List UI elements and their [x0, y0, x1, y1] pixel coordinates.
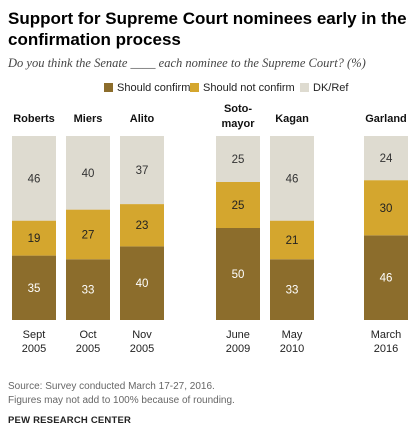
value-label-1-2: 40 [82, 168, 95, 180]
bar-segment-0-0 [12, 255, 56, 320]
value-label-1-1: 27 [82, 229, 95, 241]
bar-segment-1-0 [66, 259, 110, 320]
date-label-5-0: March [371, 329, 402, 341]
bar-segment-5-2 [364, 136, 408, 181]
nominee-label-3-1: mayor [221, 118, 255, 130]
bar-segment-3-0 [216, 228, 260, 320]
date-label-4-0: May [282, 329, 303, 341]
rounding-note: Figures may not add to 100% because of r… [8, 395, 235, 406]
bar-segment-3-2 [216, 136, 260, 182]
bar-segment-3-1 [216, 182, 260, 228]
value-label-2-1: 23 [136, 220, 149, 232]
value-label-5-1: 30 [380, 203, 393, 215]
bar-segment-2-1 [120, 204, 164, 247]
bar-segment-1-1 [66, 209, 110, 260]
bar-segment-4-1 [270, 220, 314, 260]
date-label-1-1: 2005 [76, 343, 100, 355]
value-label-0-1: 19 [28, 233, 41, 245]
value-label-2-0: 40 [136, 278, 149, 290]
date-label-2-0: Nov [132, 329, 152, 341]
date-label-0-1: 2005 [22, 343, 46, 355]
source-note: Source: Survey conducted March 17-27, 20… [8, 381, 215, 392]
legend-label-0: Should confirm [117, 82, 190, 94]
value-label-4-1: 21 [286, 235, 299, 247]
nominee-label-1-0: Miers [74, 113, 103, 125]
value-label-5-0: 46 [380, 273, 393, 285]
legend-swatch-0 [104, 83, 113, 92]
chart-subtitle: Do you think the Senate ____ each nomine… [8, 56, 366, 70]
value-label-3-1: 25 [232, 200, 245, 212]
bar-segment-5-1 [364, 180, 408, 236]
date-label-0-0: Sept [23, 329, 46, 341]
value-label-1-0: 33 [82, 285, 95, 297]
nominee-label-2-0: Alito [130, 113, 155, 125]
bar-segment-0-1 [12, 220, 56, 256]
value-label-0-2: 46 [28, 173, 41, 185]
legend-swatch-1 [190, 83, 199, 92]
value-label-3-2: 25 [232, 154, 245, 166]
bar-segment-4-2 [270, 136, 314, 221]
bar-segment-1-2 [66, 136, 110, 210]
legend-swatch-2 [300, 83, 309, 92]
nominee-label-4-0: Kagan [275, 113, 309, 125]
chart-title: Support for Supreme Court nominees early… [8, 9, 407, 49]
nominee-label-5-0: Garland [365, 113, 407, 125]
value-label-4-2: 46 [286, 173, 299, 185]
value-label-0-0: 35 [28, 283, 41, 295]
nominee-label-3-0: Soto- [224, 103, 252, 115]
value-label-5-2: 24 [380, 153, 393, 165]
date-label-3-0: June [226, 329, 250, 341]
bar-segment-0-2 [12, 136, 56, 221]
legend-label-2: DK/Ref [313, 82, 349, 94]
value-label-4-0: 33 [286, 285, 299, 297]
date-label-4-1: 2010 [280, 343, 304, 355]
bar-segment-2-2 [120, 136, 164, 205]
value-label-3-0: 50 [232, 269, 245, 281]
date-label-3-1: 2009 [226, 343, 250, 355]
legend-label-1: Should not confirm [203, 82, 295, 94]
bar-segment-5-0 [364, 235, 408, 320]
bar-segment-4-0 [270, 259, 314, 320]
date-label-2-1: 2005 [130, 343, 154, 355]
value-label-2-2: 37 [136, 165, 149, 177]
org-credit: PEW RESEARCH CENTER [8, 415, 132, 426]
nominee-label-0-0: Roberts [13, 113, 55, 125]
bar-segment-2-0 [120, 246, 164, 320]
date-label-5-1: 2016 [374, 343, 398, 355]
date-label-1-0: Oct [79, 329, 96, 341]
